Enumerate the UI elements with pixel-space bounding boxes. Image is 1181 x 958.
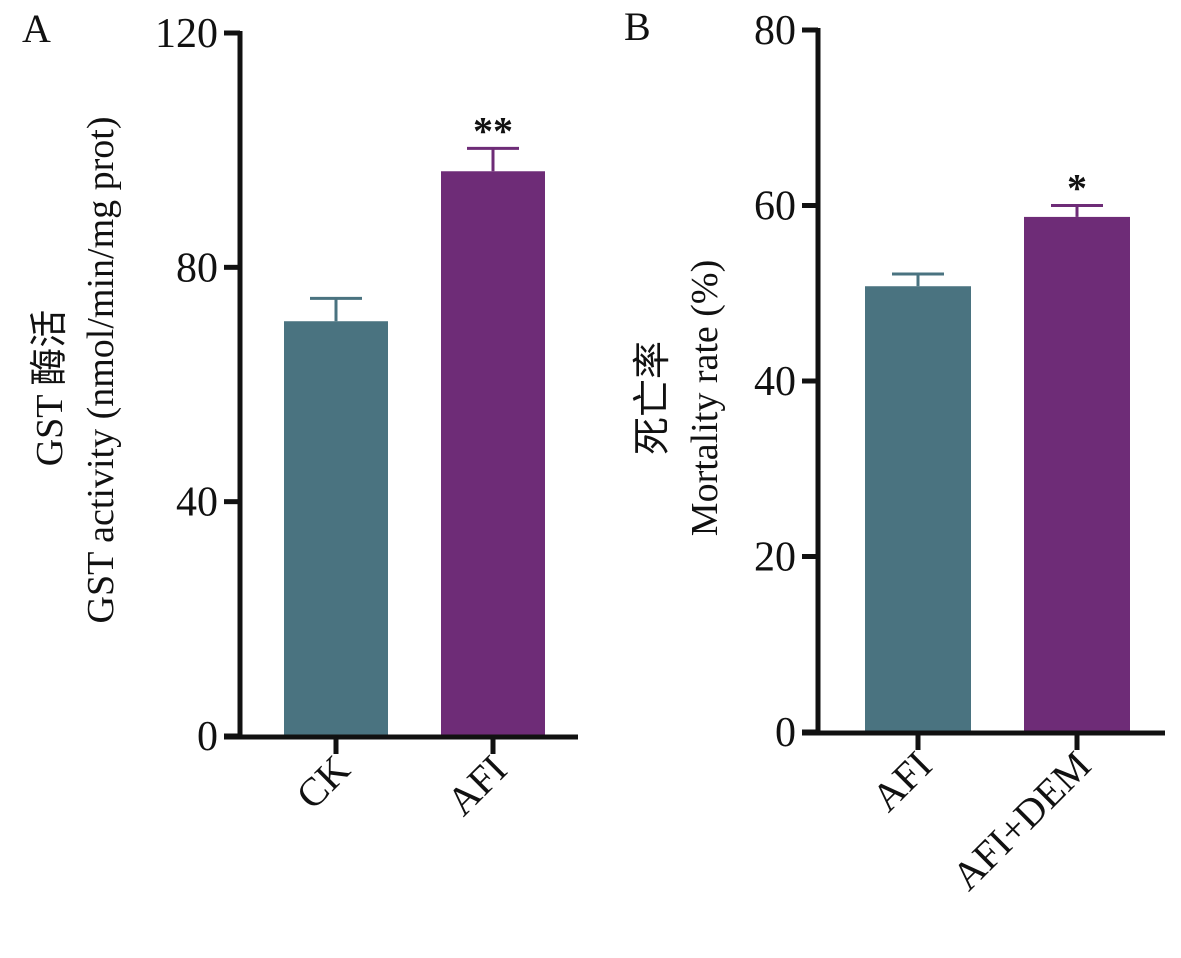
- x-tick-label: AFI: [863, 743, 940, 820]
- x-tick-label: AFI+DEM: [943, 743, 1099, 899]
- significance-marker: **: [473, 108, 513, 153]
- chart-panel-a: A GST 酶活 GST activity (nmol/min/mg prot) **…: [22, 6, 578, 824]
- panel-label: B: [624, 4, 651, 49]
- y-tick-label: 20: [754, 535, 796, 581]
- bar-ck: [284, 321, 388, 736]
- y-tick-label: 40: [754, 359, 796, 405]
- y-tick-label: 40: [176, 480, 218, 526]
- y-tick-label: 80: [754, 8, 796, 54]
- bar-afi: [441, 171, 545, 737]
- y-axis-title-cn: GST 酶活: [29, 310, 71, 467]
- chart-panel-b: B 死亡率 Mortality rate (%) * 0 20 40 60 80 AFI AFI+D…: [624, 4, 1165, 899]
- panel-label: A: [22, 6, 51, 51]
- significance-marker: *: [1067, 166, 1087, 211]
- bar-afi-dem: [1024, 216, 1130, 733]
- y-tick-label: 60: [754, 184, 796, 230]
- x-tick-label: CK: [287, 746, 358, 817]
- bar-afi: [865, 286, 971, 732]
- y-axis-title-en: GST activity (nmol/min/mg prot): [80, 117, 122, 624]
- y-tick-label: 80: [176, 245, 218, 291]
- y-axis-title-cn: 死亡率: [632, 341, 674, 455]
- y-axis-title-en: Mortality rate (%): [684, 260, 726, 536]
- y-tick-label: 0: [775, 710, 796, 756]
- y-tick-label: 120: [155, 11, 218, 57]
- y-tick-label: 0: [197, 714, 218, 760]
- x-tick-label: AFI: [438, 747, 515, 824]
